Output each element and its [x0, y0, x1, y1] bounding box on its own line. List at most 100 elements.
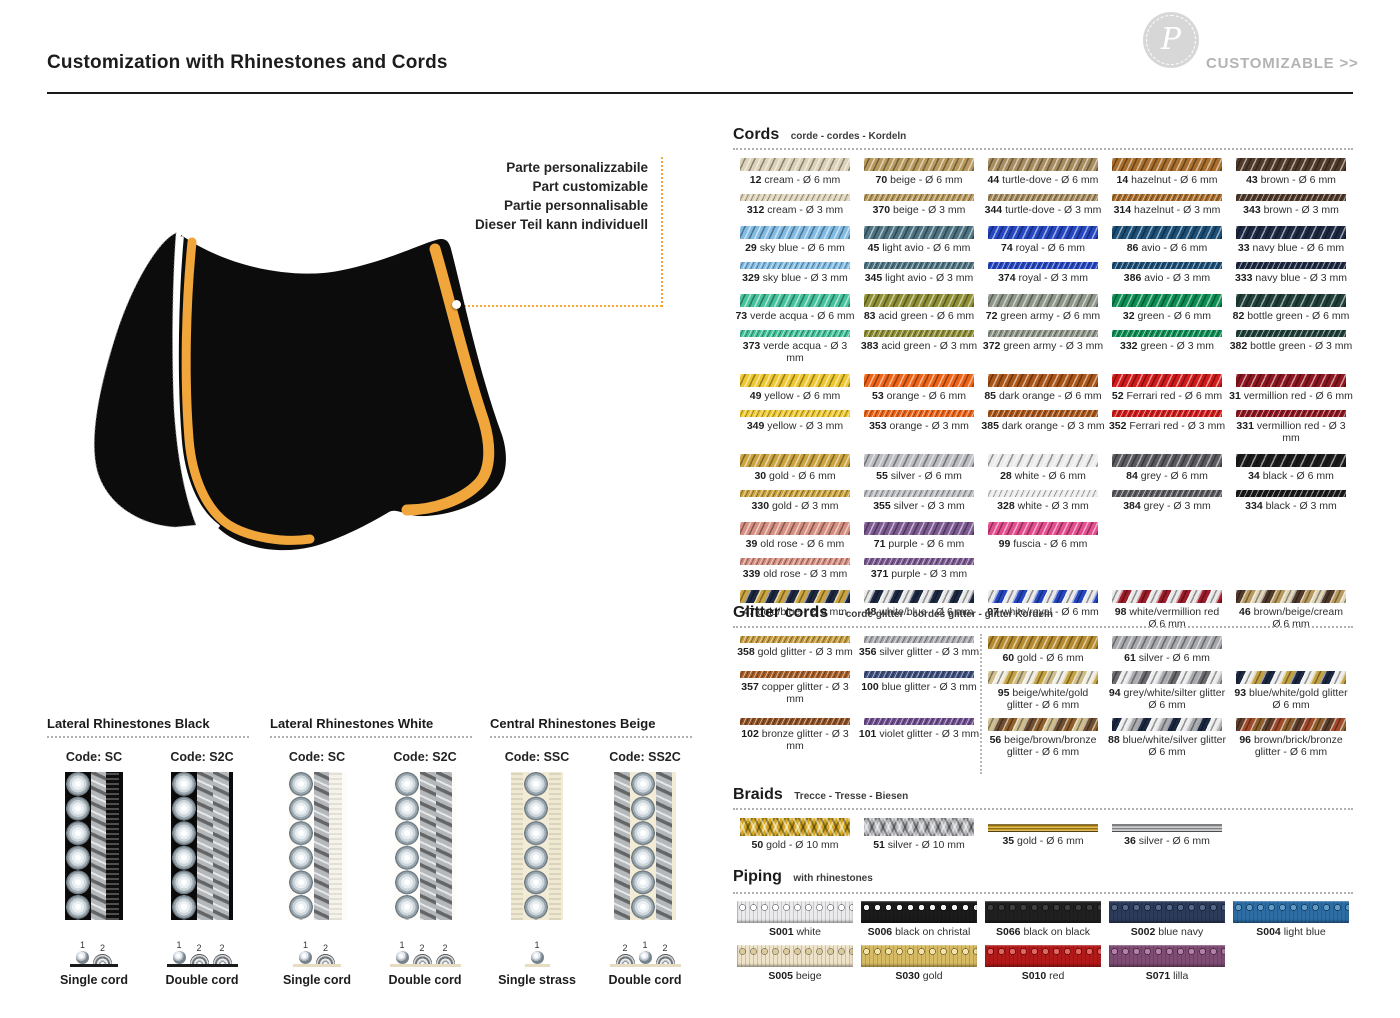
- option-label: Single cord: [59, 973, 129, 987]
- swatch-code: 97: [987, 606, 999, 618]
- braids-grid: 50 gold - Ø 10 mm 51 silver - Ø 10 mm 35 g…: [733, 818, 1357, 858]
- swatch-label: 50 gold - Ø 10 mm: [751, 839, 839, 851]
- cord-swatch: [740, 294, 850, 307]
- strip-gems-column: [171, 772, 197, 920]
- strip-gems-column: [630, 772, 656, 920]
- piping-item: S004 light blue: [1229, 901, 1353, 938]
- diagram-number: 2: [419, 943, 425, 953]
- braids-section-header: Braids Trecce - Tresse - Biesen: [733, 786, 1353, 804]
- cord-swatch: [864, 490, 974, 497]
- rhinestone-icon: [172, 951, 186, 964]
- option-label: Single cord: [282, 973, 352, 987]
- leader-dot: [452, 300, 461, 309]
- swatch-code: 373: [742, 340, 761, 352]
- cord-swatch: [988, 490, 1098, 497]
- swatch-code: 328: [997, 500, 1015, 512]
- swatch-label: 99 fuscia - Ø 6 mm: [998, 538, 1088, 550]
- swatch-label: 334 black - Ø 3 mm: [1245, 500, 1337, 512]
- swatch-code: 32: [1122, 310, 1135, 322]
- cord-swatch: [740, 410, 850, 417]
- swatch-code: 353: [869, 420, 887, 432]
- strip-cord-column: [420, 772, 436, 920]
- glitter-grid: 358 gold glitter - Ø 3 mm 356 silver glit…: [733, 636, 1357, 765]
- piping-swatch: [985, 901, 1101, 923]
- swatch-code: S010: [1021, 970, 1047, 982]
- strip-cord-column: [656, 772, 672, 920]
- swatch-label: 312 cream - Ø 3 mm: [746, 204, 844, 216]
- diagram-item: 2: [189, 943, 209, 964]
- empty-cell: [981, 558, 1105, 580]
- cord-item: 371 purple - Ø 3 mm: [857, 558, 981, 580]
- panel-columns: Code: SC 1 2 Single cord Code: S2C 1 2 2 Double …: [47, 750, 257, 987]
- cord-item: 333 navy blue - Ø 3 mm: [1229, 262, 1353, 284]
- swatch-label: 333 navy blue - Ø 3 mm: [1234, 272, 1348, 284]
- annotation-line-de: Dieser Teil kann individuell: [474, 217, 648, 232]
- panel-lateral-rhinestones-white: Lateral Rhinestones White Code: SC 1 2 Singl…: [270, 716, 480, 987]
- cord-item: 329 sky blue - Ø 3 mm: [733, 262, 857, 284]
- cord-item: 314 hazelnut - Ø 3 mm: [1105, 194, 1229, 216]
- cord-item: 349 yellow - Ø 3 mm: [733, 410, 857, 444]
- cord-swatch: [740, 522, 850, 535]
- cord-swatch: [740, 636, 850, 643]
- cord-item: 382 bottle green - Ø 3 mm: [1229, 330, 1353, 364]
- cord-swatch: [988, 330, 1098, 337]
- diagram-item: 2: [615, 943, 635, 964]
- customizable-link[interactable]: CUSTOMIZABLE >>: [1206, 55, 1359, 72]
- swatch-row: 329 sky blue - Ø 3 mm 345 light avio - Ø …: [733, 262, 1357, 284]
- swatch-code: 385: [981, 420, 999, 432]
- cord-item: 355 silver - Ø 3 mm: [857, 490, 981, 512]
- swatch-label: 45 light avio - Ø 6 mm: [867, 242, 971, 254]
- piping-item: S002 blue navy: [1105, 901, 1229, 938]
- cord-item: 385 dark orange - Ø 3 mm: [981, 410, 1105, 444]
- swatch-label: 352 Ferrari red - Ø 3 mm: [1108, 420, 1226, 432]
- piping-item: S005 beige: [733, 945, 857, 982]
- swatch-label: 33 navy blue - Ø 6 mm: [1237, 242, 1345, 254]
- swatch-label: 84 grey - Ø 6 mm: [1126, 470, 1208, 482]
- cord-item: 45 light avio - Ø 6 mm: [857, 226, 981, 254]
- cord-item: 370 beige - Ø 3 mm: [857, 194, 981, 216]
- page-title: Customization with Rhinestones and Cords: [47, 52, 448, 73]
- cord-swatch: [988, 718, 1098, 731]
- swatch-code: 52: [1111, 390, 1124, 402]
- cord-item: 71 purple - Ø 6 mm: [857, 522, 981, 550]
- swatch-label: 53 orange - Ø 6 mm: [872, 390, 966, 402]
- swatch-code: 46: [1239, 606, 1251, 618]
- swatch-row: 12 cream - Ø 6 mm 70 beige - Ø 6 mm 44 tur…: [733, 158, 1357, 186]
- strip-cord-column: [197, 772, 213, 920]
- swatch-code: 82: [1232, 310, 1245, 322]
- piping-item: S071 lilla: [1105, 945, 1229, 982]
- swatch-code: 329: [742, 272, 760, 284]
- rhinestone-option: Code: SC 1 2 Single cord: [47, 750, 141, 987]
- cord-swatch: [1236, 718, 1346, 731]
- cord-swatch: [864, 194, 974, 201]
- cords-subtitle: corde - cordes - Kordeln: [790, 131, 907, 142]
- cord-item: 328 white - Ø 3 mm: [981, 490, 1105, 512]
- glitter-cord-item: 94 grey/white/silter glitter Ø 6 mm: [1105, 671, 1229, 711]
- piping-title: Piping: [733, 868, 782, 885]
- swatch-code: S071: [1145, 970, 1171, 982]
- swatch-label: 97 white/royal - Ø 6 mm: [987, 606, 1099, 618]
- swatch-code: 355: [873, 500, 891, 512]
- pad-main-body: [177, 235, 506, 551]
- panel-columns: Code: SC 1 2 Single cord Code: S2C 1 2 2 Double …: [270, 750, 480, 987]
- swatch-code: 94: [1108, 687, 1121, 699]
- swatch-code: S030: [895, 970, 920, 982]
- swatch-code: S001: [769, 926, 794, 938]
- swatch-code: 386: [1123, 272, 1142, 284]
- swatch-code: 384: [1123, 500, 1141, 512]
- swatch-label: 74 royal - Ø 6 mm: [1000, 242, 1086, 254]
- rhinestone-icon: [395, 951, 409, 964]
- cord-item: 33 navy blue - Ø 6 mm: [1229, 226, 1353, 254]
- brand-logo: P: [1143, 12, 1199, 68]
- strip-gems-column: [65, 772, 91, 920]
- strip-cord-column: [614, 772, 630, 920]
- cord-swatch: [1236, 454, 1346, 467]
- diagram-number: 1: [176, 940, 182, 950]
- strip-cord-column: [436, 772, 452, 920]
- swatch-label: 70 beige - Ø 6 mm: [875, 174, 963, 186]
- swatch-label: 52 Ferrari red - Ø 6 mm: [1111, 390, 1223, 402]
- swatch-label: 102 bronze glitter - Ø 3 mm: [741, 728, 849, 752]
- diagram-number: 1: [79, 940, 85, 950]
